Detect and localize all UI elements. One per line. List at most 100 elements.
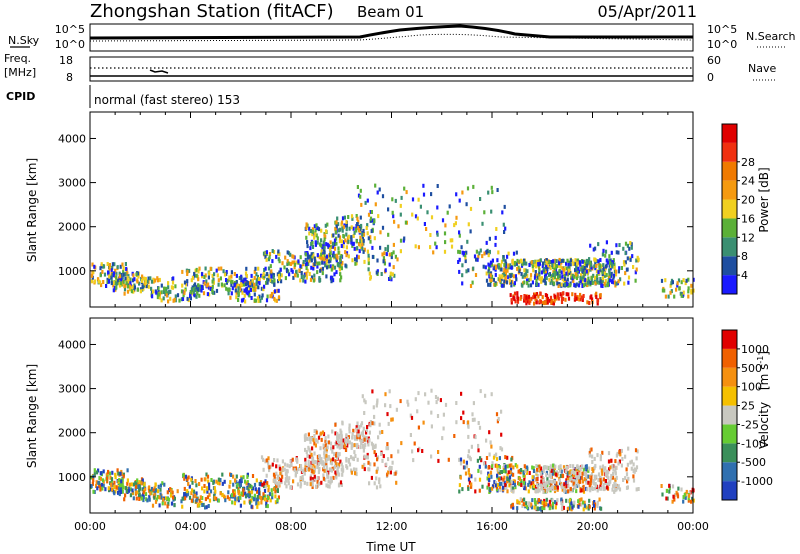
range-gate-cell — [578, 498, 581, 503]
range-gate-cell — [127, 486, 130, 491]
range-gate-cell — [441, 218, 445, 223]
range-gate-cell — [154, 482, 157, 487]
colorbar-level-label: 8 — [741, 250, 748, 263]
range-gate-cell — [313, 441, 316, 446]
range-gate-cell — [246, 291, 249, 296]
range-gate-cell — [543, 503, 546, 508]
range-gate-cell — [546, 297, 549, 301]
range-gate-cell — [532, 295, 535, 300]
range-gate-cell — [330, 275, 333, 280]
range-gate-cell — [356, 435, 359, 440]
range-gate-cell — [305, 260, 308, 265]
range-gate-cell — [588, 450, 591, 455]
range-gate-cell — [215, 496, 218, 501]
range-gate-cell — [264, 255, 267, 260]
range-gate-cell — [323, 260, 326, 265]
colorbar-level-label: 28 — [741, 156, 755, 169]
range-gate-cell — [386, 446, 390, 451]
range-gate-cell — [145, 497, 148, 502]
range-gate-cell — [363, 454, 366, 459]
range-gate-cell — [410, 415, 414, 420]
range-gate-cell — [166, 504, 169, 509]
colorbar-swatch — [722, 386, 737, 406]
range-gate-cell — [244, 479, 247, 484]
range-gate-cell — [93, 279, 97, 284]
range-gate-cell — [434, 241, 437, 246]
range-gate-cell — [579, 279, 582, 284]
range-gate-cell — [589, 486, 592, 490]
range-gate-cell — [513, 281, 516, 286]
range-gate-cell — [488, 478, 491, 482]
range-gate-cell — [274, 477, 277, 482]
range-gate-cell — [573, 283, 576, 288]
range-gate-cell — [92, 489, 95, 494]
range-gate-cell — [364, 200, 367, 205]
range-gate-cell — [247, 283, 250, 288]
range-gate-cell — [493, 480, 496, 485]
range-gate-cell — [469, 284, 473, 288]
range-gate-cell — [361, 242, 364, 247]
freq-right-tick-bottom: 0 — [707, 71, 714, 84]
range-gate-cell — [106, 262, 109, 266]
range-gate-cell — [533, 301, 536, 306]
range-gate-cell — [230, 473, 233, 477]
range-gate-cell — [380, 272, 383, 276]
range-gate-cell — [542, 278, 545, 283]
range-gate-cell — [135, 496, 138, 501]
freq-left-label-2: [MHz] — [4, 66, 36, 79]
range-gate-cell — [353, 246, 356, 251]
range-gate-cell — [335, 241, 338, 246]
range-gate-cell — [502, 255, 505, 260]
range-gate-cell — [326, 265, 329, 270]
range-gate-cell — [610, 250, 613, 255]
range-gate-cell — [544, 269, 547, 273]
range-gate-cell — [635, 465, 639, 470]
range-gate-cell — [615, 269, 618, 274]
range-gate-cell — [439, 398, 442, 403]
range-gate-cell — [204, 497, 207, 502]
range-gate-cell — [169, 289, 172, 294]
range-gate-cell — [568, 498, 571, 503]
range-gate-cell — [471, 417, 474, 422]
range-gate-cell — [122, 266, 125, 271]
range-gate-cell — [376, 400, 379, 405]
range-gate-cell — [106, 280, 109, 284]
range-gate-cell — [536, 273, 539, 278]
range-gate-cell — [238, 276, 241, 280]
range-gate-cell — [314, 242, 317, 247]
range-gate-cell — [470, 474, 473, 479]
range-gate-cell — [225, 271, 228, 276]
range-gate-cell — [635, 487, 638, 492]
range-gate-cell — [353, 436, 357, 441]
range-gate-cell — [576, 475, 579, 480]
range-gate-cell — [126, 277, 129, 282]
range-gate-cell — [569, 283, 572, 288]
range-gate-cell — [311, 482, 314, 487]
range-gate-cell — [167, 497, 171, 502]
range-gate-cell — [250, 498, 253, 503]
range-gate-cell — [334, 470, 337, 475]
range-gate-cell — [544, 281, 547, 285]
range-gate-cell — [489, 277, 492, 282]
range-gate-cell — [558, 465, 561, 470]
range-gate-cell — [137, 482, 140, 487]
range-gate-cell — [275, 481, 278, 486]
range-gate-cell — [152, 277, 155, 282]
range-gate-cell — [503, 267, 506, 272]
range-gate-cell — [316, 483, 320, 488]
range-gate-cell — [584, 278, 587, 283]
range-gate-cell — [483, 251, 486, 256]
range-gate-cell — [615, 250, 618, 255]
range-gate-cell — [546, 300, 549, 305]
range-gate-cell — [388, 277, 391, 281]
range-gate-cell — [336, 465, 339, 470]
range-gate-cell — [381, 225, 385, 230]
range-gate-cell — [244, 491, 247, 496]
range-gate-cell — [226, 287, 229, 292]
range-gate-cell — [367, 442, 370, 447]
range-gate-cell — [244, 299, 247, 304]
range-gate-cell — [243, 500, 246, 505]
range-gate-cell — [362, 232, 366, 236]
range-gate-cell — [576, 264, 579, 269]
range-gate-cell — [141, 285, 144, 290]
